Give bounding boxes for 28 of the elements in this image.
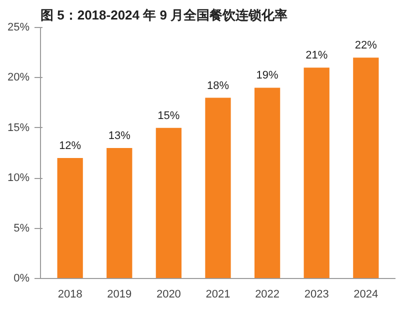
bar xyxy=(57,158,83,278)
data-label: 13% xyxy=(108,130,131,142)
y-tick-label: 5% xyxy=(14,222,30,234)
y-tick-label: 10% xyxy=(7,172,30,184)
x-tick-label: 2023 xyxy=(304,288,329,300)
data-label: 15% xyxy=(158,110,180,122)
bar xyxy=(156,128,182,278)
bar xyxy=(106,148,132,278)
y-tick-label: 25% xyxy=(7,22,30,34)
data-label: 19% xyxy=(256,70,279,82)
bar xyxy=(254,88,280,278)
x-tick-label: 2018 xyxy=(58,288,82,300)
y-tick-label: 20% xyxy=(7,72,30,84)
data-label: 12% xyxy=(59,140,82,152)
x-tick-label: 2024 xyxy=(354,288,378,300)
x-tick-label: 2019 xyxy=(107,288,132,300)
x-tick-label: 2022 xyxy=(255,288,280,300)
y-tick-label: 0% xyxy=(14,272,30,284)
data-label: 18% xyxy=(206,80,230,92)
data-label: 22% xyxy=(354,40,378,52)
data-label: 21% xyxy=(306,50,328,62)
chart-title: 图 5：2018-2024 年 9 月全国餐饮连锁化率 xyxy=(40,8,288,22)
bar xyxy=(205,98,231,278)
x-tick-label: 2020 xyxy=(156,288,181,300)
x-tick-label: 2021 xyxy=(206,288,230,300)
bar xyxy=(353,58,379,278)
bar xyxy=(304,68,330,278)
y-tick-label: 15% xyxy=(7,122,30,134)
